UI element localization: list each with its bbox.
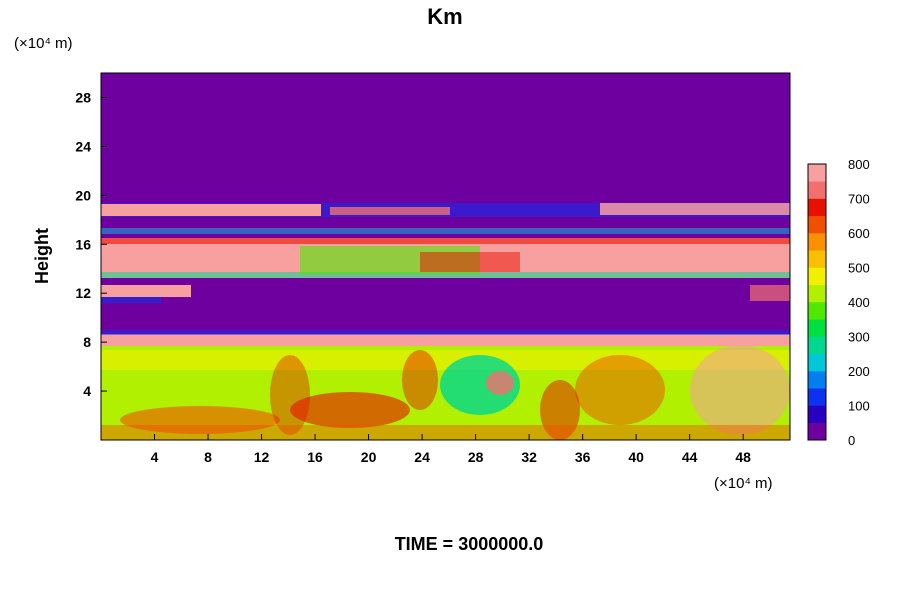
colorbar-swatch [808, 181, 826, 199]
y-axis-ticks: 4 8 12 16 20 24 28 [75, 89, 107, 399]
colorbar-swatch [808, 405, 826, 424]
x-tick-label: 40 [628, 449, 644, 465]
y-tick-label: 4 [83, 383, 91, 399]
x-tick-label: 32 [521, 449, 537, 465]
x-tick-label: 8 [204, 449, 212, 465]
chart-title: Km [427, 4, 462, 29]
y-tick-label: 16 [75, 236, 91, 252]
y-unit-label: (×10⁴ m) [14, 35, 73, 52]
colorbar-tick-label: 700 [848, 192, 870, 207]
x-axis-ticks: 4 8 12 16 20 24 28 32 36 40 44 48 [151, 434, 751, 465]
x-tick-label: 12 [254, 449, 270, 465]
colorbar-swatch [808, 267, 826, 286]
colorbar-swatch [808, 371, 826, 389]
colorbar-tick-label: 400 [848, 295, 870, 310]
x-tick-label: 44 [682, 449, 698, 465]
colorbar-swatch [808, 250, 826, 268]
colorbar-swatch [808, 302, 826, 320]
colorbar-swatch [808, 164, 826, 182]
y-tick-label: 20 [75, 187, 91, 203]
y-tick-label: 8 [83, 334, 91, 350]
plot-area [101, 73, 790, 440]
colorbar-swatch [808, 198, 826, 217]
x-tick-label: 24 [414, 449, 430, 465]
y-tick-label: 28 [75, 89, 91, 105]
x-tick-label: 16 [307, 449, 323, 465]
y-axis-label: Height [32, 228, 52, 284]
colorbar-tick-label: 0 [848, 433, 855, 448]
x-unit-label: (×10⁴ m) [714, 475, 773, 492]
x-tick-label: 48 [735, 449, 751, 465]
upper-turbulent-layer [101, 203, 790, 303]
colorbar-frame [807, 163, 827, 441]
colorbar-tick-label: 600 [848, 226, 870, 241]
colorbar-tick-label: 500 [848, 261, 870, 276]
colorbar-swatch [808, 336, 826, 355]
plot-frame [100, 72, 791, 441]
y-tick-label: 12 [75, 285, 91, 301]
time-footer: TIME = 3000000.0 [395, 534, 544, 554]
x-tick-label: 4 [151, 449, 159, 465]
colorbar-swatch [808, 388, 826, 406]
colorbar-swatch [808, 215, 826, 234]
x-tick-label: 28 [468, 449, 484, 465]
colorbar-tick-label: 200 [848, 364, 870, 379]
colorbar-tick-label: 100 [848, 399, 870, 414]
colorbar-swatch [808, 233, 826, 251]
colorbar-swatch [808, 353, 826, 372]
colorbar-swatch [808, 422, 826, 441]
x-tick-label: 36 [575, 449, 591, 465]
lower-turbulent-layer [101, 330, 790, 440]
colorbar-tick-label: 300 [848, 330, 870, 345]
colorbar-swatch [808, 319, 826, 337]
y-tick-label: 24 [75, 138, 91, 154]
colorbar-tick-label: 800 [848, 157, 870, 172]
x-tick-label: 20 [361, 449, 377, 465]
colorbar-swatch [808, 284, 826, 303]
colorbar: 0 100 200 300 400 500 600 700 800 [807, 157, 870, 448]
